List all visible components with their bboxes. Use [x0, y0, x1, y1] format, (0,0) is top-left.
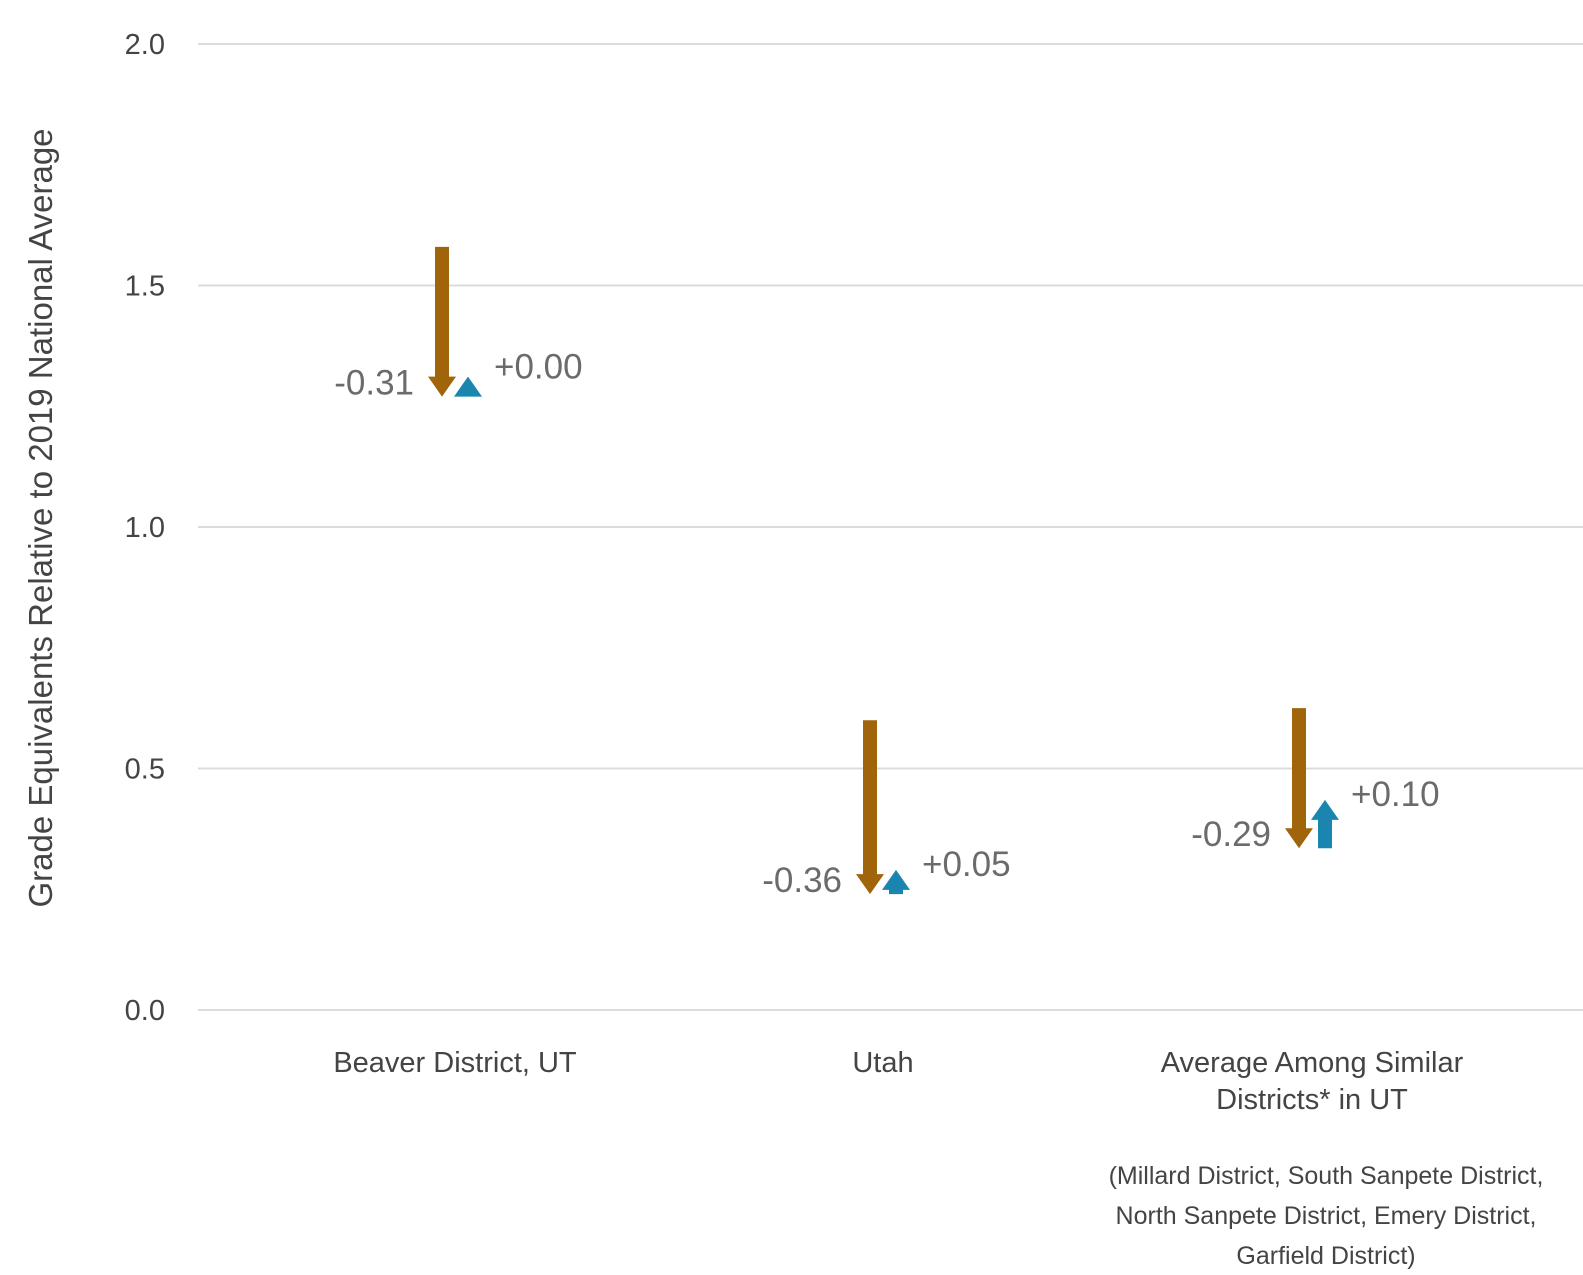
category-label: Districts* in UT — [1216, 1084, 1408, 1116]
category-label: Beaver District, UT — [333, 1047, 577, 1079]
gridlines — [198, 43, 1583, 1011]
footnote-line: (Millard District, South Sanpete Distric… — [1109, 1162, 1544, 1190]
recovery-value-label: +0.05 — [922, 845, 1011, 884]
arrow-marks: -0.31 +0.00 -0.36 +0.05 -0.29 +0.10 — [334, 246, 1440, 900]
category-group: -0.29 +0.10 — [1191, 708, 1440, 854]
y-tick-label: 1.0 — [125, 512, 165, 544]
y-axis-title: Grade Equivalents Relative to 2019 Natio… — [22, 128, 59, 907]
footnote-line: North Sanpete District, Emery District, — [1116, 1202, 1537, 1230]
category-labels: Beaver District, UT Utah Average Among Sim… — [333, 1047, 1463, 1116]
y-tick-label: 0.5 — [125, 754, 165, 786]
recovery-arrow — [454, 376, 482, 397]
y-tick-label: 0.0 — [125, 995, 165, 1027]
recovery-value-label: +0.00 — [494, 347, 583, 386]
recovery-value-label: +0.10 — [1351, 775, 1440, 814]
y-tick-label: 1.5 — [125, 271, 165, 303]
recovery-arrow — [1311, 799, 1339, 849]
decline-value-label: -0.29 — [1191, 815, 1271, 854]
y-axis-ticks: 0.0 0.5 1.0 1.5 2.0 — [125, 29, 165, 1027]
category-label: Utah — [852, 1047, 913, 1079]
decline-value-label: -0.36 — [762, 861, 842, 900]
category-group: -0.36 +0.05 — [762, 720, 1011, 900]
decline-value-label: -0.31 — [334, 364, 414, 403]
decline-arrow — [1285, 708, 1313, 849]
footnote: (Millard District, South Sanpete Distric… — [1109, 1162, 1544, 1270]
decline-arrow — [428, 246, 456, 397]
category-label: Average Among Similar — [1161, 1047, 1464, 1079]
decline-arrow — [856, 720, 884, 895]
recovery-arrow — [882, 869, 910, 895]
footnote-line: Garfield District) — [1236, 1242, 1415, 1270]
category-group: -0.31 +0.00 — [334, 246, 583, 403]
y-tick-label: 2.0 — [125, 29, 165, 61]
